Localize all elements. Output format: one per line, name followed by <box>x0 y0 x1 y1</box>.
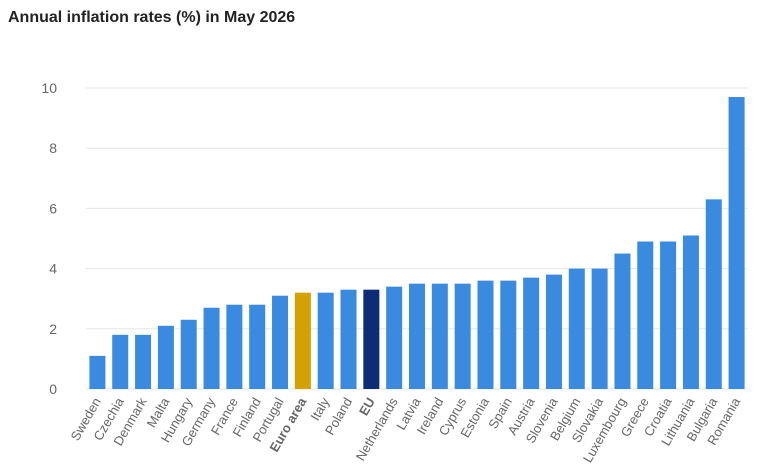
chart-title: Annual inflation rates (%) in May 2026 <box>8 9 296 26</box>
y-tick-label: 0 <box>49 381 57 397</box>
bar-slovakia[interactable] <box>591 268 608 389</box>
y-tick-label: 4 <box>49 261 57 277</box>
y-tick-label: 2 <box>49 321 57 337</box>
bar-hungary[interactable] <box>180 319 197 389</box>
bar-lithuania[interactable] <box>682 235 699 389</box>
bar-austria[interactable] <box>523 277 540 389</box>
bar-sweden[interactable] <box>89 355 106 389</box>
y-axis: 0 2 4 6 8 10 <box>41 80 57 397</box>
bar-finland[interactable] <box>249 304 266 389</box>
bar-spain[interactable] <box>500 280 517 389</box>
bar-germany[interactable] <box>203 307 220 389</box>
x-tick-label: EU <box>356 395 378 418</box>
x-axis: SwedenCzechiaDenmarkMaltaHungaryGermanyF… <box>68 394 744 465</box>
y-tick-label: 8 <box>49 140 57 156</box>
bar-bulgaria[interactable] <box>705 199 722 389</box>
bar-poland[interactable] <box>340 289 357 389</box>
bar-luxembourg[interactable] <box>614 253 631 389</box>
bar-estonia[interactable] <box>477 280 494 389</box>
y-tick-label: 6 <box>49 200 57 216</box>
bar-croatia[interactable] <box>660 241 677 389</box>
bar-czechia[interactable] <box>112 334 129 389</box>
bar-latvia[interactable] <box>409 283 425 389</box>
bar-slovenia[interactable] <box>545 274 562 389</box>
bar-netherlands[interactable] <box>386 286 403 389</box>
bar-belgium[interactable] <box>568 268 585 389</box>
bars <box>89 97 745 389</box>
bar-malta[interactable] <box>157 325 174 389</box>
bar-ireland[interactable] <box>431 283 448 389</box>
bar-cyprus[interactable] <box>454 283 471 389</box>
bar-greece[interactable] <box>637 241 654 389</box>
bar-denmark[interactable] <box>135 334 152 389</box>
bar-euro-area[interactable] <box>294 292 311 389</box>
bar-eu[interactable] <box>363 289 380 389</box>
y-tick-label: 10 <box>41 80 57 96</box>
bar-italy[interactable] <box>317 292 334 389</box>
bar-romania[interactable] <box>728 97 745 389</box>
bar-france[interactable] <box>226 304 243 389</box>
bar-portugal[interactable] <box>272 295 289 389</box>
